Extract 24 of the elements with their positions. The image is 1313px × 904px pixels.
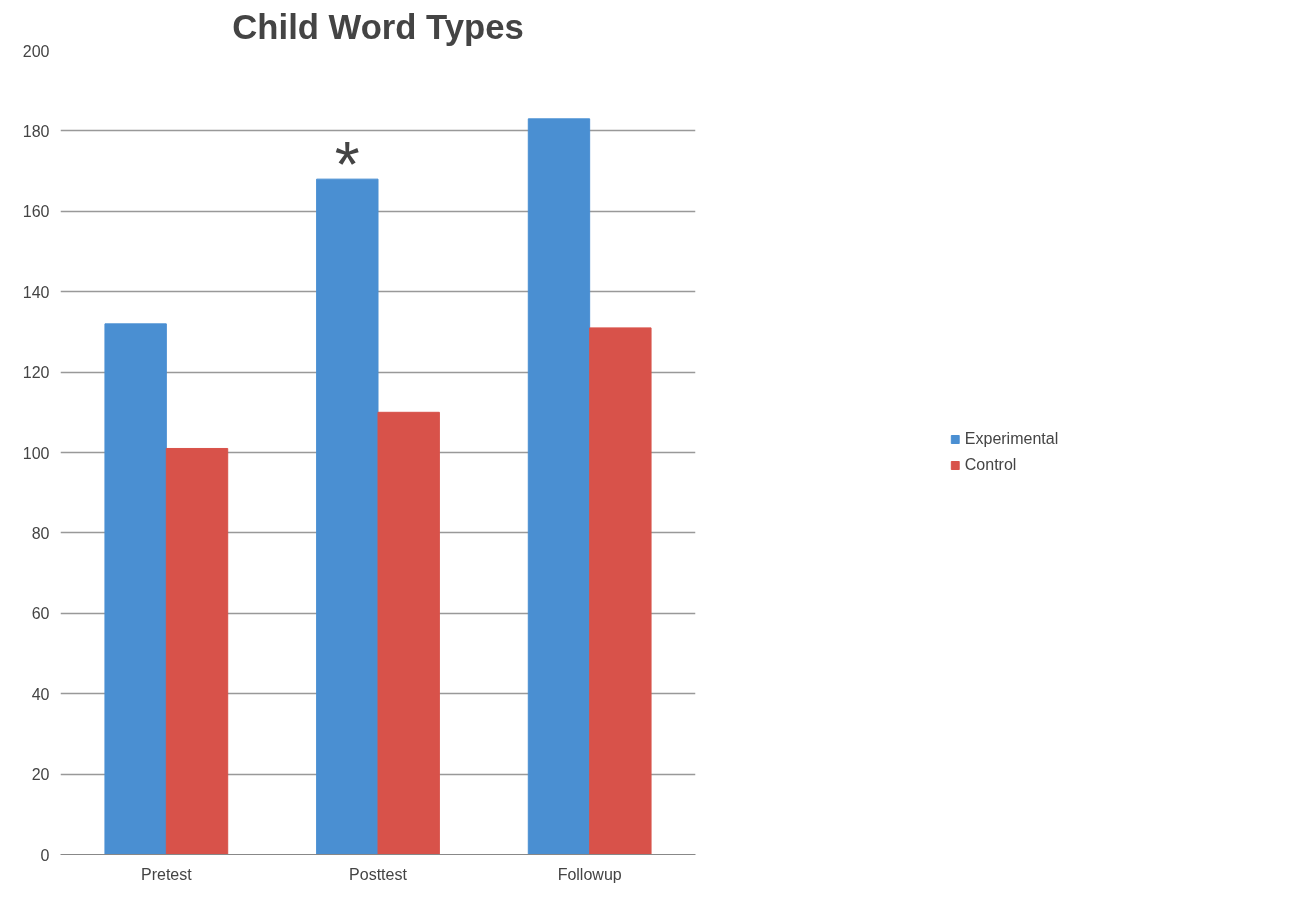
bar xyxy=(527,118,591,855)
y-tick-label: 0 xyxy=(40,846,50,864)
y-tick-label: 140 xyxy=(22,283,50,301)
y-tick-label: 200 xyxy=(22,42,50,60)
bar xyxy=(377,411,440,855)
x-tick-label: Posttest xyxy=(349,865,408,883)
bar xyxy=(104,323,167,855)
chart-title: Child Word Types xyxy=(232,7,524,46)
y-tick-label: 60 xyxy=(31,605,50,623)
bar xyxy=(316,178,379,855)
y-tick-label: 80 xyxy=(31,524,50,542)
legend-label: Control xyxy=(964,456,1017,474)
y-tick-label: 100 xyxy=(22,444,50,462)
bar xyxy=(165,447,229,855)
y-tick-label: 120 xyxy=(22,364,50,382)
y-tick-label: 160 xyxy=(22,203,50,221)
y-tick-label: 180 xyxy=(22,122,50,140)
bar xyxy=(589,327,652,855)
legend-label: Experimental xyxy=(964,430,1059,448)
y-tick-label: 20 xyxy=(31,766,50,784)
annotation: * xyxy=(334,129,360,202)
x-tick-label: Followup xyxy=(557,865,622,883)
y-tick-label: 40 xyxy=(31,685,50,703)
x-tick-label: Pretest xyxy=(140,865,193,883)
